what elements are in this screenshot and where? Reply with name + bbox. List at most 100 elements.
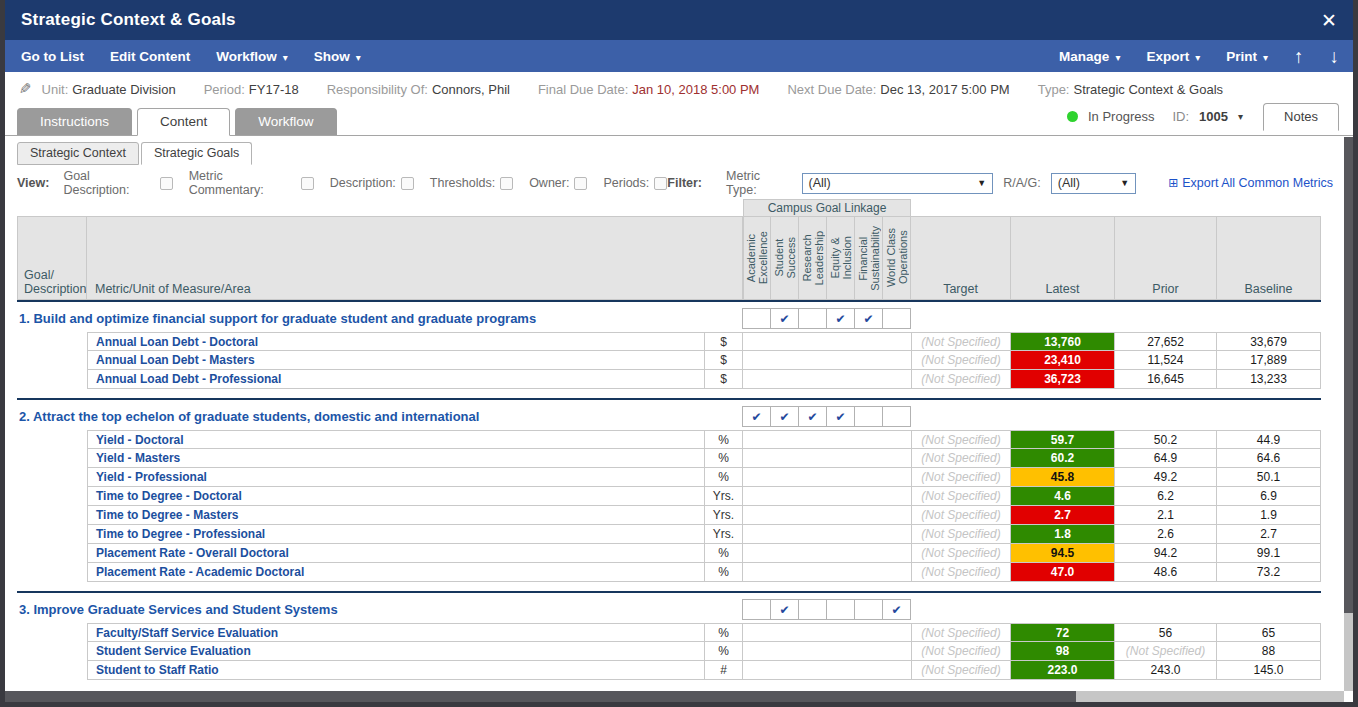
subtab-strategic-context[interactable]: Strategic Context — [17, 142, 139, 165]
metric-row: Placement Rate - Overall Doctoral%(Not S… — [17, 544, 1321, 563]
check-icon: ✔ — [779, 411, 789, 423]
thresholds-checkbox[interactable] — [500, 177, 513, 190]
info-field-period: Period:FY17-18 — [204, 82, 299, 97]
vertical-scrollbar-thumb[interactable] — [1344, 137, 1353, 613]
description-checkbox[interactable] — [401, 177, 414, 190]
horizontal-scrollbar-thumb[interactable] — [5, 691, 1076, 702]
metric-baseline: 17,889 — [1217, 351, 1321, 370]
linkage-span — [743, 525, 911, 544]
subtab-strategic-goals[interactable]: Strategic Goals — [141, 142, 252, 165]
metric-latest: 23,410 — [1011, 351, 1115, 370]
metric-unit: % — [705, 563, 743, 582]
metric-name[interactable]: Time to Degree - Professional — [87, 525, 705, 544]
linkage-cell-student-success: ✔ — [770, 308, 799, 329]
metric-type-label: Metric Type: — [726, 169, 792, 197]
id-caret-down-icon[interactable]: ▾ — [1238, 111, 1243, 122]
tabs: InstructionsContentWorkflow — [17, 108, 342, 135]
subtabs: Strategic ContextStrategic Goals — [17, 142, 1353, 165]
metric-unit: % — [705, 642, 743, 661]
metric-baseline: 88 — [1217, 642, 1321, 661]
id-label: ID: — [1172, 109, 1189, 124]
metric-name[interactable]: Yield - Professional — [87, 468, 705, 487]
owner-checkbox[interactable] — [574, 177, 587, 190]
info-field-final-due-date: Final Due Date:Jan 10, 2018 5:00 PM — [538, 82, 760, 97]
metric-prior: 2.1 — [1115, 506, 1217, 525]
menu-item-label: Workflow — [216, 49, 277, 64]
periods-checkbox[interactable] — [654, 177, 667, 190]
caret-down-icon: ▾ — [283, 52, 288, 63]
view-filter-row: View: Goal Description:Metric Commentary… — [17, 169, 1343, 197]
tab-instructions[interactable]: Instructions — [17, 108, 132, 135]
metric-name[interactable]: Annual Loan Debt - Doctoral — [87, 332, 705, 351]
rag-select[interactable]: (All) ▼ — [1051, 173, 1136, 194]
menu-item-export[interactable]: Export▾ — [1146, 49, 1200, 64]
select-arrow-icon: ▼ — [1120, 178, 1129, 188]
close-icon[interactable]: ✕ — [1321, 11, 1337, 30]
info-field-label: Type: — [1038, 82, 1070, 97]
metric-name[interactable]: Student to Staff Ratio — [87, 661, 705, 680]
metric-name[interactable]: Time to Degree - Doctoral — [87, 487, 705, 506]
metric-unit: Yrs. — [705, 506, 743, 525]
metric-baseline: 73.2 — [1217, 563, 1321, 582]
linkage-cell-student-success: ✔ — [770, 406, 799, 427]
linkage-cell-academic-excellence — [742, 599, 771, 620]
linkage-span — [743, 642, 911, 661]
goal-title[interactable]: 2. Attract the top echelon of graduate s… — [17, 409, 743, 424]
menu-item-go-to-list[interactable]: Go to List — [21, 49, 84, 64]
menu-item-show[interactable]: Show▾ — [314, 49, 361, 64]
column-header-goal: Goal/ Description — [17, 216, 87, 300]
vertical-scrollbar[interactable] — [1344, 137, 1353, 691]
info-field-value: Jan 10, 2018 5:00 PM — [632, 82, 759, 97]
metric-unit: % — [705, 430, 743, 449]
linkage-cell-financial-sustainability: ✔ — [854, 308, 883, 329]
metric-name[interactable]: Annual Loan Debt - Masters — [87, 351, 705, 370]
info-field-unit: Unit:Graduate Division — [42, 82, 176, 97]
export-all-common-metrics-link[interactable]: ⊞ Export All Common Metrics — [1168, 176, 1333, 190]
section-divider — [17, 591, 1321, 593]
linkage-cell-world-class-operations — [882, 406, 911, 427]
metric-name[interactable]: Placement Rate - Academic Doctoral — [87, 563, 705, 582]
horizontal-scrollbar[interactable] — [5, 691, 1344, 702]
linkage-column-world-class-operations: World Class Operations — [882, 216, 911, 300]
info-field-type: Type:Strategic Context & Goals — [1038, 82, 1223, 97]
metric-row: Yield - Professional%(Not Specified)45.8… — [17, 468, 1321, 487]
metric-target: (Not Specified) — [911, 544, 1011, 563]
up-arrow-icon[interactable]: ↑ — [1294, 47, 1304, 66]
metric-name[interactable]: Yield - Masters — [87, 449, 705, 468]
metric-name[interactable]: Student Service Evaluation — [87, 642, 705, 661]
menu-item-edit-content[interactable]: Edit Content — [110, 49, 190, 64]
notes-tab[interactable]: Notes — [1263, 103, 1339, 131]
metric-type-select[interactable]: (All) ▼ — [802, 173, 994, 194]
edit-pencil-icon[interactable]: ✎ — [19, 80, 32, 98]
metric-name[interactable]: Yield - Doctoral — [87, 430, 705, 449]
metric-latest: 72 — [1011, 623, 1115, 642]
menu-item-workflow[interactable]: Workflow ▾ — [216, 49, 288, 64]
tab-workflow[interactable]: Workflow — [235, 108, 336, 135]
menu-item-manage[interactable]: Manage▾ — [1059, 49, 1120, 64]
menu-item-label: Show — [314, 49, 350, 64]
metric-target: (Not Specified) — [911, 661, 1011, 680]
tab-content[interactable]: Content — [137, 108, 230, 136]
menu-item-print[interactable]: Print▾ — [1226, 49, 1268, 64]
goal-description-checkbox[interactable] — [160, 177, 173, 190]
linkage-cell-financial-sustainability — [854, 406, 883, 427]
down-arrow-icon[interactable]: ↓ — [1330, 47, 1340, 66]
metric-name[interactable]: Time to Degree - Masters — [87, 506, 705, 525]
info-field-label: Responsibility Of: — [327, 82, 428, 97]
metric-baseline: 50.1 — [1217, 468, 1321, 487]
caret-down-icon: ▾ — [1263, 52, 1268, 63]
metric-name[interactable]: Annual Load Debt - Professional — [87, 370, 705, 389]
tab-bar: InstructionsContentWorkflow In Progress … — [5, 106, 1353, 136]
linkage-cell-student-success: ✔ — [770, 599, 799, 620]
metric-unit: $ — [705, 351, 743, 370]
metric-commentary-checkbox[interactable] — [301, 177, 314, 190]
metric-name[interactable]: Faculty/Staff Service Evaluation — [87, 623, 705, 642]
column-header-metric: Metric/Unit of Measure/Area — [86, 216, 743, 300]
goal-title[interactable]: 3. Improve Graduate Services and Student… — [17, 602, 743, 617]
metric-prior: 56 — [1115, 623, 1217, 642]
metric-name[interactable]: Placement Rate - Overall Doctoral — [87, 544, 705, 563]
view-label: View: — [17, 176, 49, 190]
linkage-cell-world-class-operations — [882, 308, 911, 329]
goal-title[interactable]: 1. Build and optimize financial support … — [17, 311, 743, 326]
metric-baseline: 65 — [1217, 623, 1321, 642]
